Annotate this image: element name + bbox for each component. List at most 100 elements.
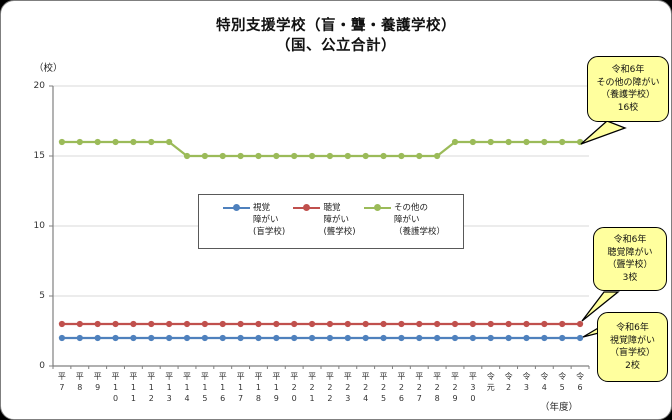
data-point [541, 320, 548, 328]
x-tick-label: 平 2 3 [343, 372, 352, 403]
x-tick-label: 令 5 [558, 372, 567, 392]
data-point [505, 320, 512, 328]
callout-line: 令和6年 [611, 65, 645, 75]
data-point [469, 334, 476, 342]
x-tick-label: 平 3 0 [468, 372, 477, 403]
data-point [94, 138, 101, 146]
legend-entry: 視覚 障がい (盲学校) [223, 202, 285, 238]
data-point [58, 320, 66, 328]
data-point [58, 138, 66, 146]
data-point [255, 152, 262, 160]
data-point [130, 334, 137, 342]
data-point [273, 152, 280, 160]
data-point [416, 152, 423, 160]
callout-line: 聴覚障がい [607, 247, 653, 258]
data-point [487, 334, 494, 342]
data-point [487, 138, 494, 146]
callout-other-disability: 令和6年 その他の障がい （養護学校） 16校 [587, 56, 669, 122]
data-point [112, 334, 119, 342]
legend-entry-label: 聴覚 障がい (聾学校) [323, 203, 356, 237]
series-line [61, 140, 581, 158]
y-axis-unit-label: （校） [34, 63, 63, 74]
chart-legend: 視覚 障がい (盲学校) 聴覚 障がい (聾学校) その他の 障がい （養護学校） [198, 194, 464, 249]
data-point [434, 320, 441, 328]
callout-line: 令和6年 [616, 323, 649, 333]
data-point [201, 320, 208, 328]
data-point [76, 320, 83, 328]
data-point [130, 320, 137, 328]
data-point [94, 320, 101, 328]
data-point [148, 138, 155, 146]
data-point [219, 152, 226, 160]
data-point [76, 138, 83, 146]
data-point [523, 138, 530, 146]
x-tick-label: 平 1 4 [183, 372, 191, 403]
data-point [469, 138, 476, 146]
callout-line: 2校 [625, 360, 640, 371]
data-point [523, 334, 530, 342]
legend-marker-icon [223, 203, 250, 213]
data-point [201, 334, 208, 342]
x-tick-label: 平 2 7 [415, 372, 424, 403]
callout-line: 視覚障がい [609, 335, 655, 346]
data-point [237, 334, 244, 342]
data-point [451, 138, 459, 146]
data-point [541, 334, 548, 342]
chart-title-line1: 特別支援学校（盲・聾・養護学校） [216, 18, 456, 34]
legend-entry: 聴覚 障がい (聾学校) [293, 202, 356, 238]
y-tick-label: 5 [39, 291, 45, 301]
data-point [58, 334, 66, 342]
data-point [487, 320, 494, 328]
data-point [291, 334, 298, 342]
callout-hearing-disability: 令和6年 聴覚障がい （聾学校） 3校 [593, 227, 667, 291]
callout-line: （聾学校） [607, 260, 653, 270]
data-point [416, 334, 423, 342]
data-point [344, 334, 351, 342]
legend-entry: その他の 障がい （養護学校） [363, 202, 445, 238]
data-point [112, 320, 119, 328]
data-point [344, 152, 351, 160]
y-tick-label: 15 [33, 151, 45, 161]
x-tick-label: 平 1 3 [165, 372, 174, 403]
data-point [362, 334, 369, 342]
data-point [398, 152, 405, 160]
legend-marker-icon [363, 203, 391, 213]
data-point [255, 320, 262, 328]
chart-title-line2: （国、公立合計） [276, 38, 396, 54]
data-point [237, 152, 244, 160]
callout-tail [581, 291, 620, 322]
data-point [201, 152, 208, 160]
data-point [559, 320, 566, 328]
data-point [505, 138, 512, 146]
data-point [273, 320, 280, 328]
callout-line: 3校 [622, 272, 638, 283]
data-point [451, 334, 459, 342]
x-tick-label: 平 1 6 [218, 372, 227, 403]
legend-entry-label: 視覚 障がい (盲学校) [253, 203, 286, 237]
callout-line: 16校 [617, 102, 639, 113]
x-axis-unit-label: （年度） [540, 402, 579, 413]
x-tick-label: 平 7 [57, 372, 66, 392]
data-point [219, 334, 226, 342]
x-tick-label: 平 1 9 [272, 372, 281, 403]
x-tick-label: 平 2 4 [361, 372, 370, 403]
data-point [434, 152, 441, 160]
data-point [559, 334, 566, 342]
data-point [291, 152, 298, 160]
data-point [326, 320, 334, 328]
data-point [362, 320, 369, 328]
x-tick-label: 令 元 [486, 372, 495, 392]
data-point [183, 320, 191, 328]
data-point [434, 334, 441, 342]
callout-tail [580, 120, 627, 145]
data-point [166, 138, 173, 146]
data-point [416, 320, 423, 328]
x-tick-label: 平 2 6 [397, 372, 406, 403]
data-point [76, 334, 83, 342]
data-point [505, 334, 512, 342]
callout-line: （養護学校） [600, 90, 655, 100]
x-tick-label: 平 9 [93, 372, 102, 392]
